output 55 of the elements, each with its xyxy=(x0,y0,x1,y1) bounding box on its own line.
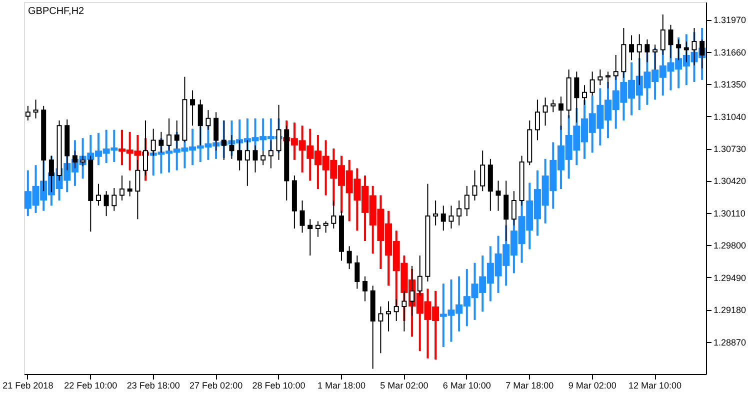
x-tick-label: 9 Mar 02:00 xyxy=(568,380,616,390)
candlestick xyxy=(346,246,352,270)
y-tick-label: 1.30110 xyxy=(714,208,746,218)
candlestick xyxy=(550,99,556,113)
candlestick xyxy=(378,306,384,354)
candlestick xyxy=(480,150,486,192)
y-tick-label: 1.31350 xyxy=(714,80,746,90)
candlestick xyxy=(33,99,38,119)
x-tick-label: 21 Feb 2018 xyxy=(2,380,54,390)
candlestick xyxy=(606,71,611,89)
x-tick-label: 23 Feb 18:00 xyxy=(126,380,180,390)
y-tick-label: 1.28870 xyxy=(714,337,746,348)
candlestick xyxy=(386,300,392,332)
candlestick xyxy=(362,276,368,302)
candlestick xyxy=(456,200,462,226)
y-tick-label: 1.30730 xyxy=(714,144,746,154)
x-tick-label: 27 Feb 02:00 xyxy=(190,380,243,390)
candlestick xyxy=(323,220,328,234)
candlestick xyxy=(542,97,548,126)
y-tick-label: 1.30420 xyxy=(714,176,746,186)
candlestick xyxy=(354,255,360,290)
candlestick xyxy=(127,180,132,197)
y-tick-label: 1.31660 xyxy=(714,47,746,58)
x-tick-label: 22 Feb 10:00 xyxy=(64,380,118,390)
x-tick-label: 12 Mar 10:00 xyxy=(628,380,682,390)
candlestick xyxy=(496,180,501,212)
y-tick-label: 1.29490 xyxy=(714,272,746,283)
x-tick-label: 1 Mar 18:00 xyxy=(317,380,366,390)
candlestick xyxy=(440,205,446,232)
candlestick xyxy=(315,220,320,238)
candlestick xyxy=(472,170,478,201)
y-tick-label: 1.29800 xyxy=(714,240,746,251)
chart-title: GBPCHF,H2 xyxy=(28,6,85,17)
y-tick-label: 1.29180 xyxy=(714,305,746,316)
candlestick xyxy=(300,200,305,234)
candlestick xyxy=(433,200,438,226)
candlestick xyxy=(598,69,603,86)
candlestick xyxy=(464,185,470,217)
candlestick xyxy=(448,205,454,230)
candlestick xyxy=(112,188,117,212)
candlestick xyxy=(119,175,124,201)
x-tick-label: 7 Mar 18:00 xyxy=(506,380,554,390)
candlestick xyxy=(104,190,109,217)
x-tick-label: 5 Mar 02:00 xyxy=(380,380,428,390)
x-tick-label: 28 Feb 10:00 xyxy=(252,380,306,390)
candlestick xyxy=(629,34,634,61)
candlestick xyxy=(96,183,101,206)
y-tick-label: 1.31970 xyxy=(714,15,746,26)
x-tick-label: 6 Mar 10:00 xyxy=(442,380,491,390)
y-tick-label: 1.31040 xyxy=(714,112,746,122)
candlestick xyxy=(308,218,313,256)
candlestick xyxy=(25,105,30,121)
candlestick xyxy=(394,298,399,322)
candlestick xyxy=(190,90,196,126)
candlestick xyxy=(534,99,540,141)
